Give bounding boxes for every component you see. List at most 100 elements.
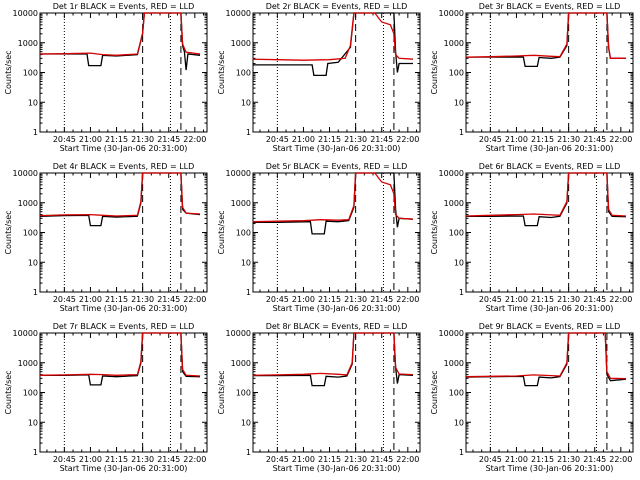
x-axis-label: Start Time (30-Jan-06 20:31:00) bbox=[60, 144, 188, 153]
x-tick-label: 22:00 bbox=[396, 455, 419, 464]
y-tick-label: 1 bbox=[459, 448, 464, 457]
x-tick-label: 21:15 bbox=[318, 135, 341, 144]
y-tick-label: 10000 bbox=[13, 9, 38, 18]
panel-title: Det 3r BLACK = Events, RED = LLD bbox=[479, 2, 621, 11]
y-tick-label: 10000 bbox=[226, 9, 251, 18]
x-tick-label: 21:45 bbox=[583, 455, 606, 464]
x-tick-label: 21:00 bbox=[292, 135, 315, 144]
x-tick-label: 20:45 bbox=[53, 295, 76, 304]
x-tick-label: 22:00 bbox=[396, 295, 419, 304]
chart-panel: Det 3r BLACK = Events, RED = LLD 1 10 100 10… bbox=[430, 2, 634, 153]
y-axis-label: Counts/sec bbox=[217, 370, 226, 414]
events-series-line bbox=[253, 172, 414, 235]
lld-series-line bbox=[465, 172, 627, 217]
x-axis-label: Start Time (30-Jan-06 20:31:00) bbox=[60, 464, 188, 473]
y-tick-label: 100 bbox=[23, 229, 38, 238]
y-tick-label: 100 bbox=[236, 69, 251, 78]
y-tick-label: 10 bbox=[454, 98, 464, 107]
lld-series-line bbox=[465, 12, 626, 59]
x-tick-label: 21:00 bbox=[505, 295, 528, 304]
y-tick-label: 10 bbox=[241, 98, 251, 107]
panel-title: Det 6r BLACK = Events, RED = LLD bbox=[479, 162, 621, 171]
x-tick-label: 22:00 bbox=[609, 455, 632, 464]
y-tick-label: 10 bbox=[241, 418, 251, 427]
x-tick-label: 21:15 bbox=[105, 455, 128, 464]
y-axis-label: Counts/sec bbox=[430, 370, 439, 414]
events-series-line bbox=[466, 172, 627, 227]
chart-panel: Det 8r BLACK = Events, RED = LLD 1 10 100 10… bbox=[217, 322, 421, 473]
x-tick-label: 21:15 bbox=[318, 295, 341, 304]
chart-panel: Det 6r BLACK = Events, RED = LLD 1 10 100 10… bbox=[430, 162, 634, 313]
x-axis-label: Start Time (30-Jan-06 20:31:00) bbox=[486, 464, 614, 473]
x-tick-label: 21:45 bbox=[583, 295, 606, 304]
x-tick-label: 22:00 bbox=[396, 135, 419, 144]
x-tick-label: 21:00 bbox=[505, 455, 528, 464]
x-tick-label: 21:45 bbox=[370, 455, 393, 464]
lld-series-line bbox=[252, 172, 414, 223]
x-tick-label: 22:00 bbox=[183, 455, 206, 464]
y-tick-label: 10000 bbox=[439, 169, 464, 178]
y-tick-label: 1000 bbox=[18, 359, 38, 368]
x-tick-label: 21:15 bbox=[105, 135, 128, 144]
y-tick-label: 1000 bbox=[231, 199, 251, 208]
x-tick-label: 22:00 bbox=[609, 295, 632, 304]
x-tick-label: 21:15 bbox=[531, 295, 554, 304]
x-tick-label: 21:30 bbox=[131, 295, 154, 304]
x-tick-label: 21:45 bbox=[370, 295, 393, 304]
events-series-line bbox=[253, 332, 414, 387]
y-axis-label: Counts/sec bbox=[4, 370, 13, 414]
y-tick-label: 10 bbox=[28, 258, 38, 267]
x-axis-label: Start Time (30-Jan-06 20:31:00) bbox=[486, 144, 614, 153]
y-tick-label: 100 bbox=[236, 229, 251, 238]
chart-panel: Det 9r BLACK = Events, RED = LLD 1 10 100 10… bbox=[430, 322, 634, 473]
x-tick-label: 21:30 bbox=[557, 135, 580, 144]
y-tick-label: 10000 bbox=[226, 169, 251, 178]
lld-series-line bbox=[252, 12, 414, 61]
x-tick-label: 20:45 bbox=[53, 455, 76, 464]
y-tick-label: 1000 bbox=[18, 199, 38, 208]
x-tick-label: 20:45 bbox=[266, 295, 289, 304]
chart-panel: Det 5r BLACK = Events, RED = LLD 1 10 100 10… bbox=[217, 162, 421, 313]
y-axis-label: Counts/sec bbox=[430, 50, 439, 94]
chart-panel: Det 1r BLACK = Events, RED = LLD 1 10 100 10… bbox=[4, 2, 208, 153]
panel-title: Det 2r BLACK = Events, RED = LLD bbox=[266, 2, 408, 11]
x-tick-label: 21:30 bbox=[344, 455, 367, 464]
x-axis-label: Start Time (30-Jan-06 20:31:00) bbox=[273, 144, 401, 153]
x-tick-label: 22:00 bbox=[183, 295, 206, 304]
y-tick-label: 1000 bbox=[231, 39, 251, 48]
y-tick-label: 100 bbox=[236, 389, 251, 398]
x-axis-label: Start Time (30-Jan-06 20:31:00) bbox=[273, 304, 401, 313]
x-tick-label: 21:15 bbox=[531, 455, 554, 464]
lld-series-line bbox=[252, 332, 414, 376]
y-tick-label: 100 bbox=[23, 69, 38, 78]
x-tick-label: 20:45 bbox=[266, 455, 289, 464]
lld-series-line bbox=[39, 12, 201, 56]
y-tick-label: 1 bbox=[246, 288, 251, 297]
y-tick-label: 1 bbox=[33, 288, 38, 297]
y-tick-label: 10 bbox=[241, 258, 251, 267]
plot-frame bbox=[465, 332, 634, 453]
y-tick-label: 10 bbox=[454, 258, 464, 267]
x-tick-label: 21:45 bbox=[157, 295, 180, 304]
x-tick-label: 21:15 bbox=[531, 135, 554, 144]
x-tick-label: 22:00 bbox=[183, 135, 206, 144]
chart-panel: Det 7r BLACK = Events, RED = LLD 1 10 100 10… bbox=[4, 322, 208, 473]
y-axis-label: Counts/sec bbox=[217, 210, 226, 254]
x-tick-label: 21:45 bbox=[583, 135, 606, 144]
lld-series-line bbox=[39, 172, 201, 217]
panel-title: Det 7r BLACK = Events, RED = LLD bbox=[53, 322, 195, 331]
x-tick-label: 21:30 bbox=[131, 135, 154, 144]
y-tick-label: 1 bbox=[33, 128, 38, 137]
y-tick-label: 1000 bbox=[444, 359, 464, 368]
x-tick-label: 21:00 bbox=[79, 455, 102, 464]
y-tick-label: 100 bbox=[449, 229, 464, 238]
y-tick-label: 10000 bbox=[13, 169, 38, 178]
x-tick-label: 21:45 bbox=[370, 135, 393, 144]
x-tick-label: 21:30 bbox=[131, 455, 154, 464]
y-axis-label: Counts/sec bbox=[4, 210, 13, 254]
x-tick-label: 21:45 bbox=[157, 455, 180, 464]
x-tick-label: 21:00 bbox=[292, 455, 315, 464]
x-tick-label: 21:00 bbox=[505, 135, 528, 144]
y-tick-label: 1 bbox=[459, 288, 464, 297]
y-tick-label: 1000 bbox=[444, 39, 464, 48]
